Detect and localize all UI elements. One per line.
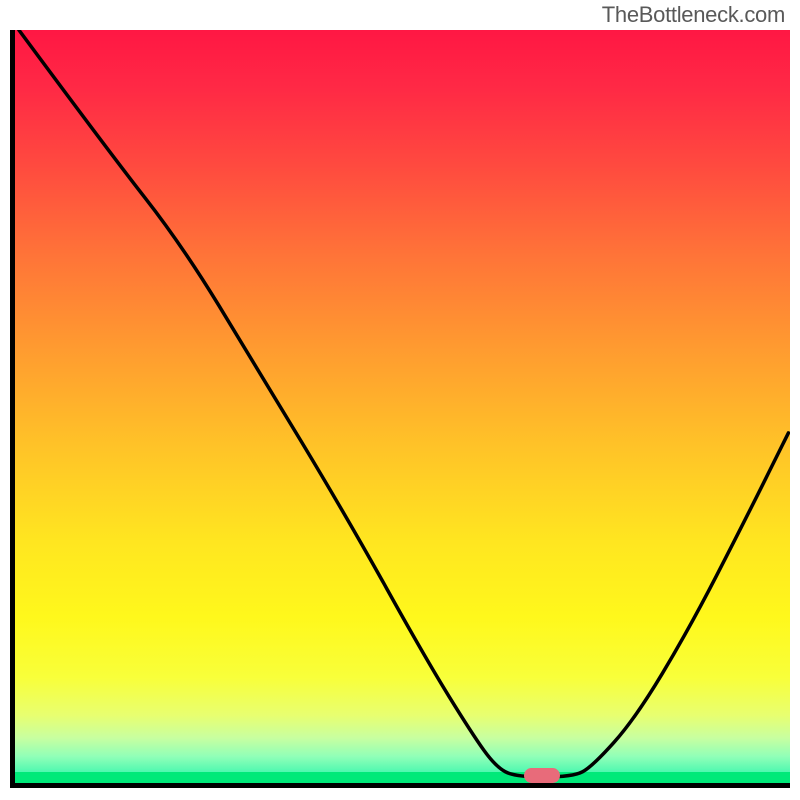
watermark-text: TheBottleneck.com: [602, 2, 785, 28]
current-config-marker: [524, 768, 560, 783]
bottleneck-chart: [10, 30, 790, 795]
bottleneck-curve: [15, 30, 790, 783]
plot-area: [10, 30, 790, 788]
